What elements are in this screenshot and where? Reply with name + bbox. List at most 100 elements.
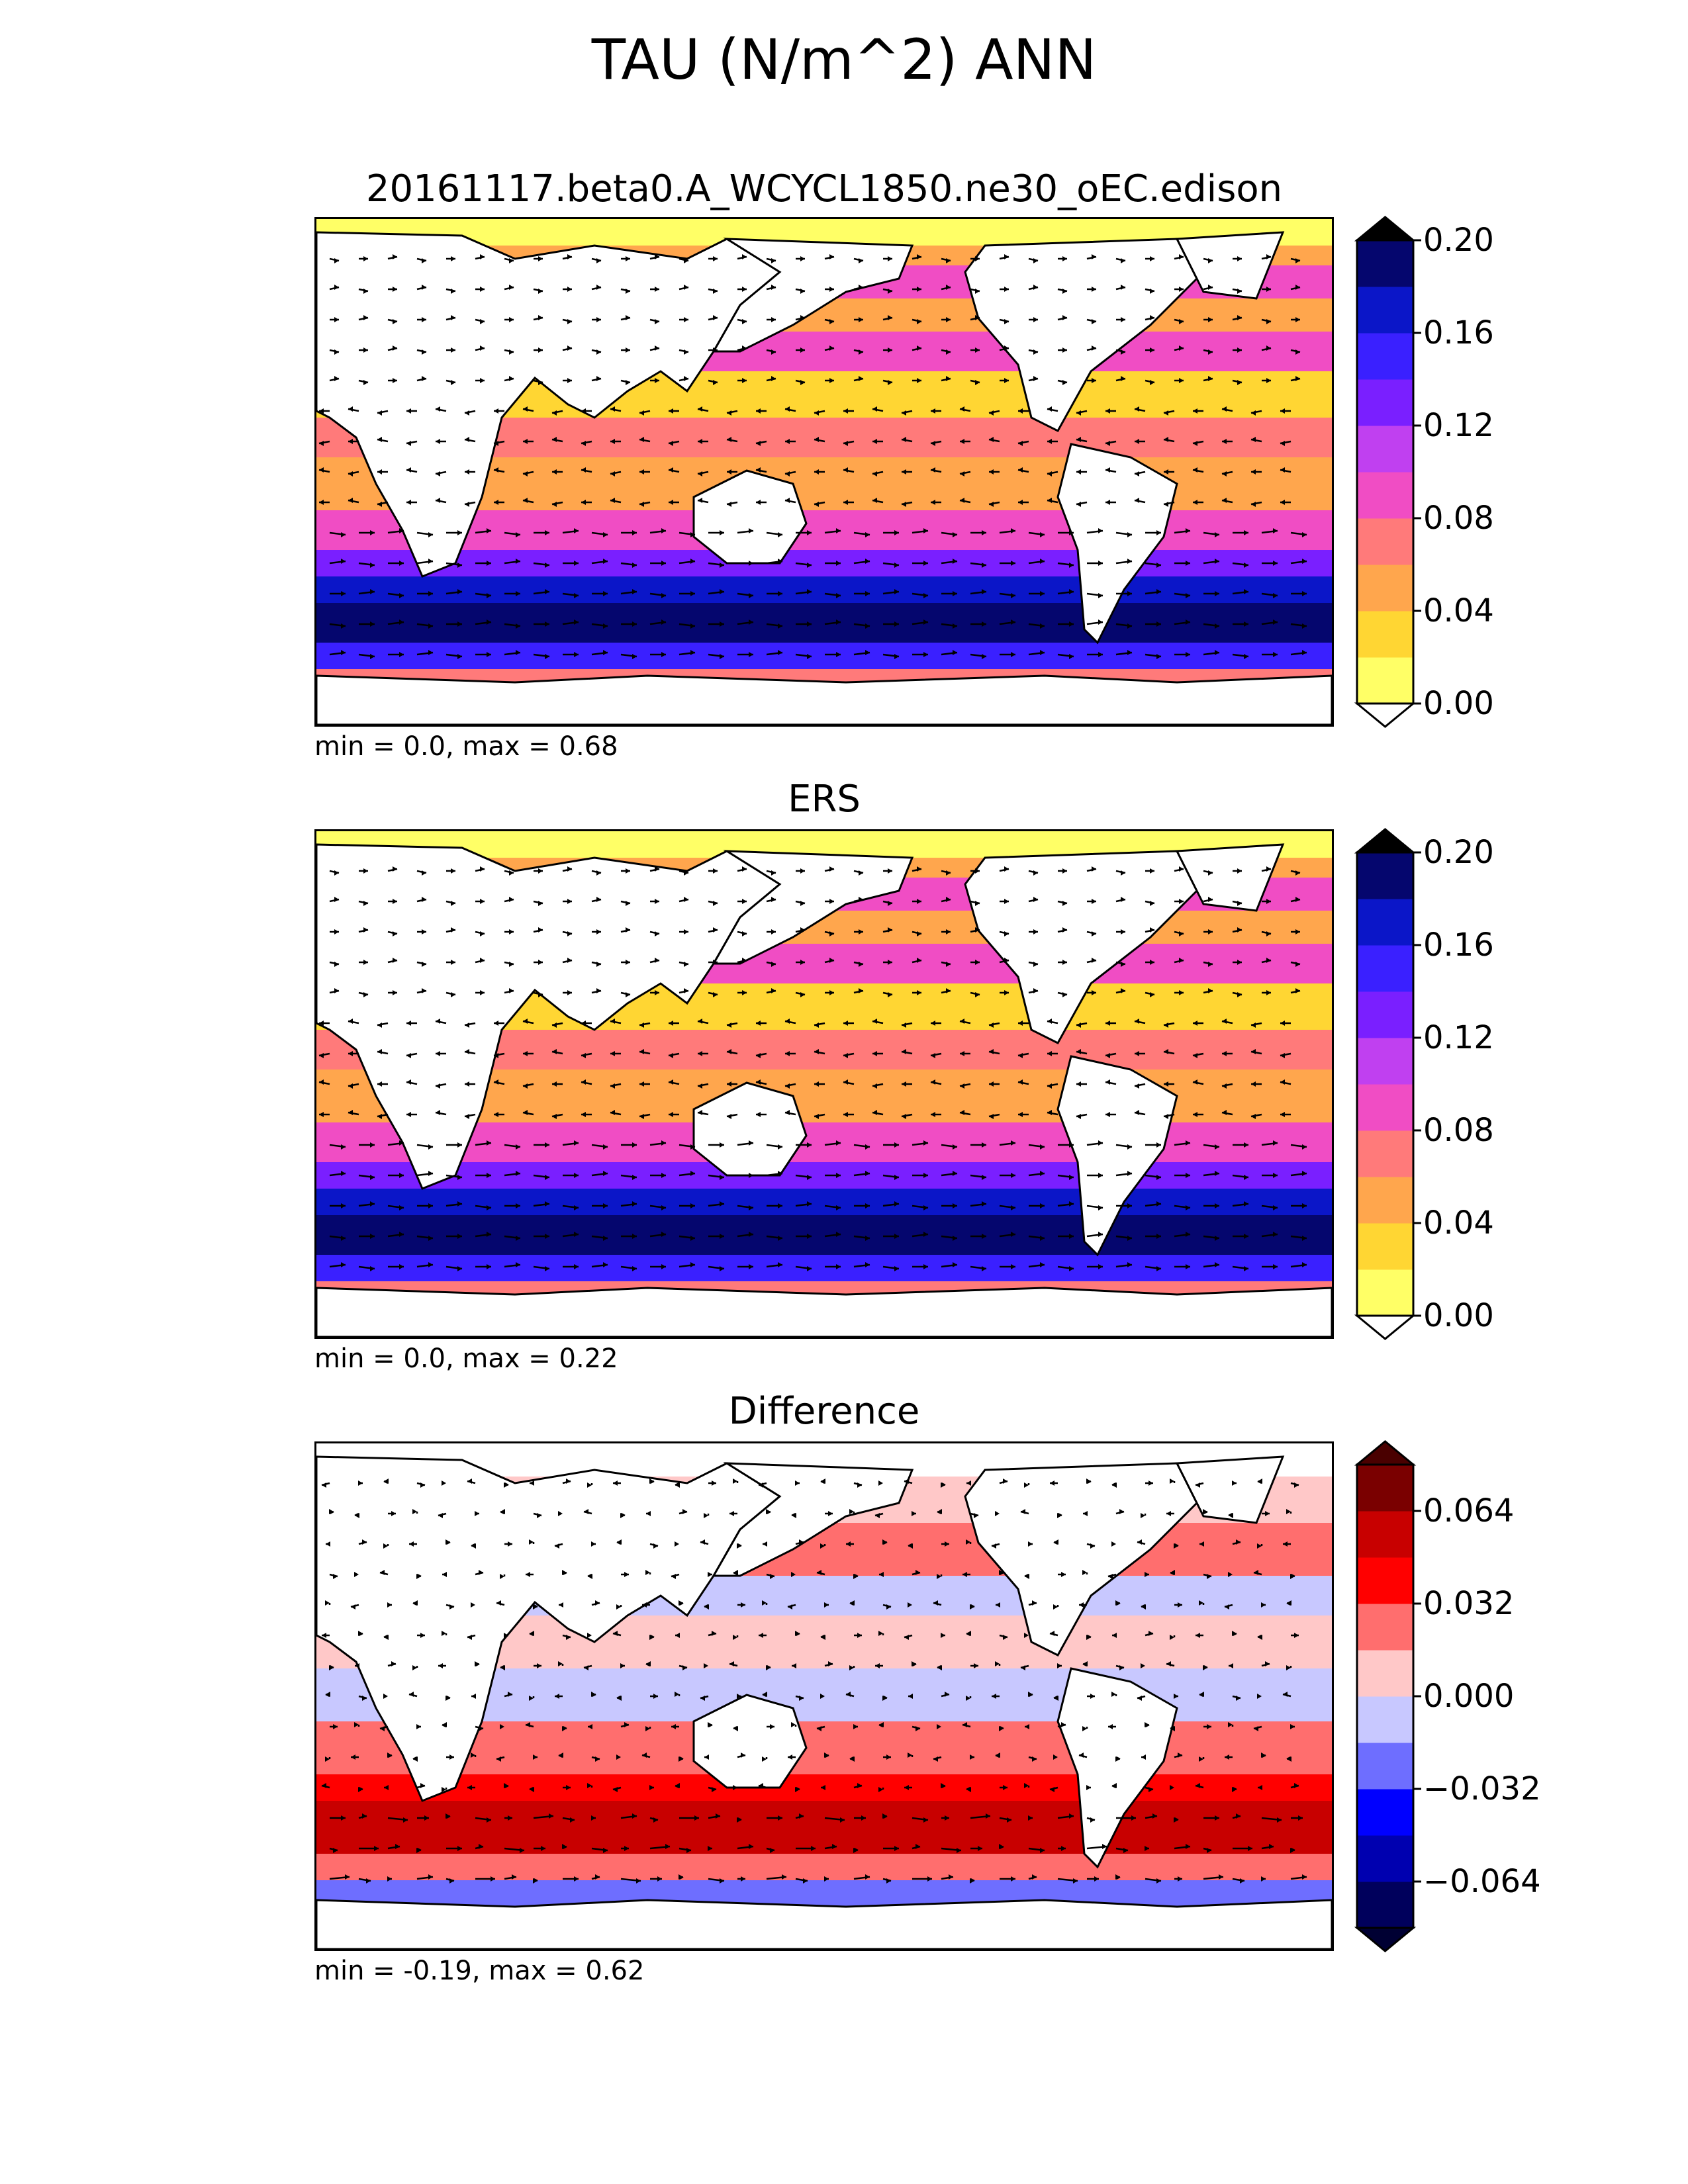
wind-vector-head xyxy=(1011,1173,1015,1178)
wind-vector-head xyxy=(500,1724,504,1729)
wind-vector-head xyxy=(1098,652,1103,657)
wind-vector-head xyxy=(516,1144,520,1150)
wind-vector-head xyxy=(1280,1021,1285,1026)
wind-vector-head xyxy=(771,317,776,322)
land-outline xyxy=(316,1455,782,1802)
wind-vector-head xyxy=(1266,378,1271,383)
wind-vector-head xyxy=(1280,500,1285,505)
wind-vector-head xyxy=(778,532,782,537)
wind-vector-head xyxy=(690,1236,695,1241)
wind-vector-head xyxy=(1145,1722,1149,1727)
wind-vector-head xyxy=(1228,1722,1233,1727)
wind-vector-head xyxy=(588,1724,592,1729)
wind-vector-head xyxy=(857,1482,862,1488)
wind-vector-head xyxy=(538,901,543,906)
wind-vector-head xyxy=(1222,1051,1227,1056)
wind-vector-head xyxy=(675,1482,680,1488)
wind-vector-head xyxy=(1193,467,1197,473)
colorbar-tick-label: 0.12 xyxy=(1423,1019,1494,1056)
wind-vector-head xyxy=(1244,1201,1248,1206)
wind-vector-head xyxy=(1011,619,1015,625)
wind-vector-head xyxy=(713,256,718,261)
wind-vector-head xyxy=(1258,1635,1262,1640)
wind-vector-head xyxy=(538,868,543,874)
wind-vector-head xyxy=(1053,1604,1058,1610)
wind-vector-head xyxy=(756,1053,761,1058)
colorbar-segment xyxy=(1357,426,1413,473)
wind-vector-head xyxy=(1018,1112,1023,1117)
wind-vector-head xyxy=(1232,1787,1237,1792)
wind-vector-head xyxy=(325,1756,330,1762)
wind-vector-head xyxy=(843,500,848,505)
wind-vector-head xyxy=(1121,897,1125,902)
wind-vector-head xyxy=(975,868,980,874)
wind-vector-head xyxy=(1269,1844,1274,1849)
wind-vector-head xyxy=(669,1021,673,1026)
wind-vector-head xyxy=(807,1266,812,1271)
wind-vector-head xyxy=(326,1541,330,1547)
wind-vector-head xyxy=(1069,589,1074,594)
wind-vector-head xyxy=(996,1602,1000,1608)
wind-vector-head xyxy=(974,1663,978,1668)
wind-vector-head xyxy=(785,406,790,412)
wind-vector-head xyxy=(319,500,324,505)
colorbar-segment xyxy=(1357,945,1413,992)
wind-vector-head xyxy=(982,654,986,659)
colorbar-tick-mark xyxy=(1413,702,1421,705)
wind-vector-head xyxy=(1266,287,1271,292)
wind-vector-head xyxy=(995,1511,1000,1516)
wind-vector-head xyxy=(1164,1023,1168,1028)
wind-vector-head xyxy=(610,1110,615,1115)
wind-vector-head xyxy=(406,467,411,473)
wind-vector-head xyxy=(428,559,433,564)
wind-vector-head xyxy=(915,1726,920,1731)
wind-vector-head xyxy=(487,1817,491,1823)
wind-vector-head xyxy=(923,561,928,566)
wind-vector-head xyxy=(1199,1541,1204,1547)
wind-vector-head xyxy=(902,1049,906,1054)
wind-vector-head xyxy=(422,897,426,902)
wind-vector-head xyxy=(1199,1692,1204,1697)
wind-vector-head xyxy=(1164,410,1168,416)
wind-vector-head xyxy=(574,1205,579,1210)
wind-vector-head xyxy=(923,1817,928,1823)
wind-vector-head xyxy=(653,1543,658,1549)
wind-vector-head xyxy=(457,1846,462,1851)
wind-vector-head xyxy=(1261,1602,1266,1608)
wind-vector-head xyxy=(567,990,572,995)
wind-vector-head xyxy=(596,317,601,322)
wind-vector-head xyxy=(529,1539,534,1545)
wind-vector-head xyxy=(846,1541,851,1547)
wind-vector-head xyxy=(496,1600,501,1606)
wind-vector-head xyxy=(661,528,666,533)
wind-vector-head xyxy=(438,1663,443,1668)
wind-vector-head xyxy=(713,868,718,874)
wind-vector-head xyxy=(1179,990,1184,995)
wind-vector-head xyxy=(894,621,899,627)
wind-vector-head xyxy=(399,619,404,625)
wind-vector-head xyxy=(741,1876,745,1882)
wind-vector-head xyxy=(1098,528,1103,533)
wind-vector-head xyxy=(1280,467,1285,473)
wind-vector-head xyxy=(436,1110,440,1115)
wind-vector-head xyxy=(923,1205,928,1210)
wind-vector-head xyxy=(494,1053,498,1058)
wind-vector-head xyxy=(1186,652,1190,657)
wind-vector-head xyxy=(655,345,659,351)
wind-vector-head xyxy=(1237,992,1242,997)
wind-vector-head xyxy=(1273,1205,1278,1210)
wind-vector-head xyxy=(422,929,426,934)
wind-vector-head xyxy=(829,378,834,383)
wind-vector-head xyxy=(494,467,498,473)
wind-vector-head xyxy=(878,1480,883,1486)
wind-vector-head xyxy=(406,1053,411,1058)
wind-vector-head xyxy=(537,1513,541,1518)
wind-vector-head xyxy=(859,376,863,381)
wind-vector-head xyxy=(671,1724,676,1729)
wind-vector-head xyxy=(596,870,601,876)
wind-vector-head xyxy=(713,380,718,385)
colorbar-tick-mark xyxy=(1413,239,1421,242)
wind-vector-head xyxy=(771,962,776,967)
colorbar-segment xyxy=(1357,565,1413,612)
wind-vector-head xyxy=(374,1846,379,1851)
